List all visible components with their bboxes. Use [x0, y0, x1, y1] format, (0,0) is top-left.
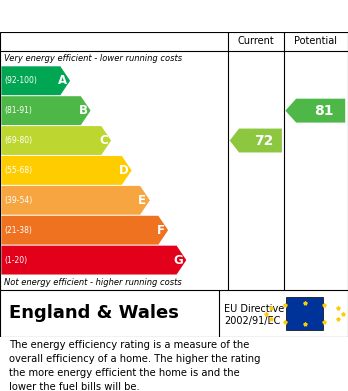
Text: (1-20): (1-20): [4, 256, 27, 265]
Text: C: C: [99, 134, 108, 147]
Polygon shape: [230, 129, 282, 152]
Text: Energy Efficiency Rating: Energy Efficiency Rating: [9, 9, 229, 23]
Polygon shape: [1, 216, 168, 245]
Text: G: G: [174, 254, 183, 267]
Text: (92-100): (92-100): [4, 76, 37, 85]
Text: (21-38): (21-38): [4, 226, 32, 235]
Text: E: E: [138, 194, 146, 207]
Text: Not energy efficient - higher running costs: Not energy efficient - higher running co…: [4, 278, 182, 287]
Polygon shape: [1, 246, 186, 274]
Text: (39-54): (39-54): [4, 196, 32, 205]
Polygon shape: [1, 186, 150, 215]
Bar: [286, 297, 323, 330]
Text: B: B: [78, 104, 87, 117]
Polygon shape: [1, 66, 70, 95]
Text: (55-68): (55-68): [4, 166, 32, 175]
Text: D: D: [119, 164, 129, 177]
Polygon shape: [1, 126, 111, 155]
Polygon shape: [1, 96, 90, 125]
Text: (81-91): (81-91): [4, 106, 32, 115]
Text: Current: Current: [237, 36, 274, 47]
Text: 81: 81: [314, 104, 334, 118]
Text: A: A: [58, 74, 67, 87]
Text: Very energy efficient - lower running costs: Very energy efficient - lower running co…: [4, 54, 182, 63]
Text: Potential: Potential: [294, 36, 337, 47]
Text: 2002/91/EC: 2002/91/EC: [224, 316, 281, 326]
Text: (69-80): (69-80): [4, 136, 32, 145]
Text: 72: 72: [254, 133, 274, 147]
Polygon shape: [1, 156, 132, 185]
Text: EU Directive: EU Directive: [224, 304, 285, 314]
Text: The energy efficiency rating is a measure of the
overall efficiency of a home. T: The energy efficiency rating is a measur…: [9, 340, 260, 391]
Text: F: F: [157, 224, 165, 237]
Text: England & Wales: England & Wales: [9, 305, 179, 323]
Polygon shape: [285, 99, 345, 123]
